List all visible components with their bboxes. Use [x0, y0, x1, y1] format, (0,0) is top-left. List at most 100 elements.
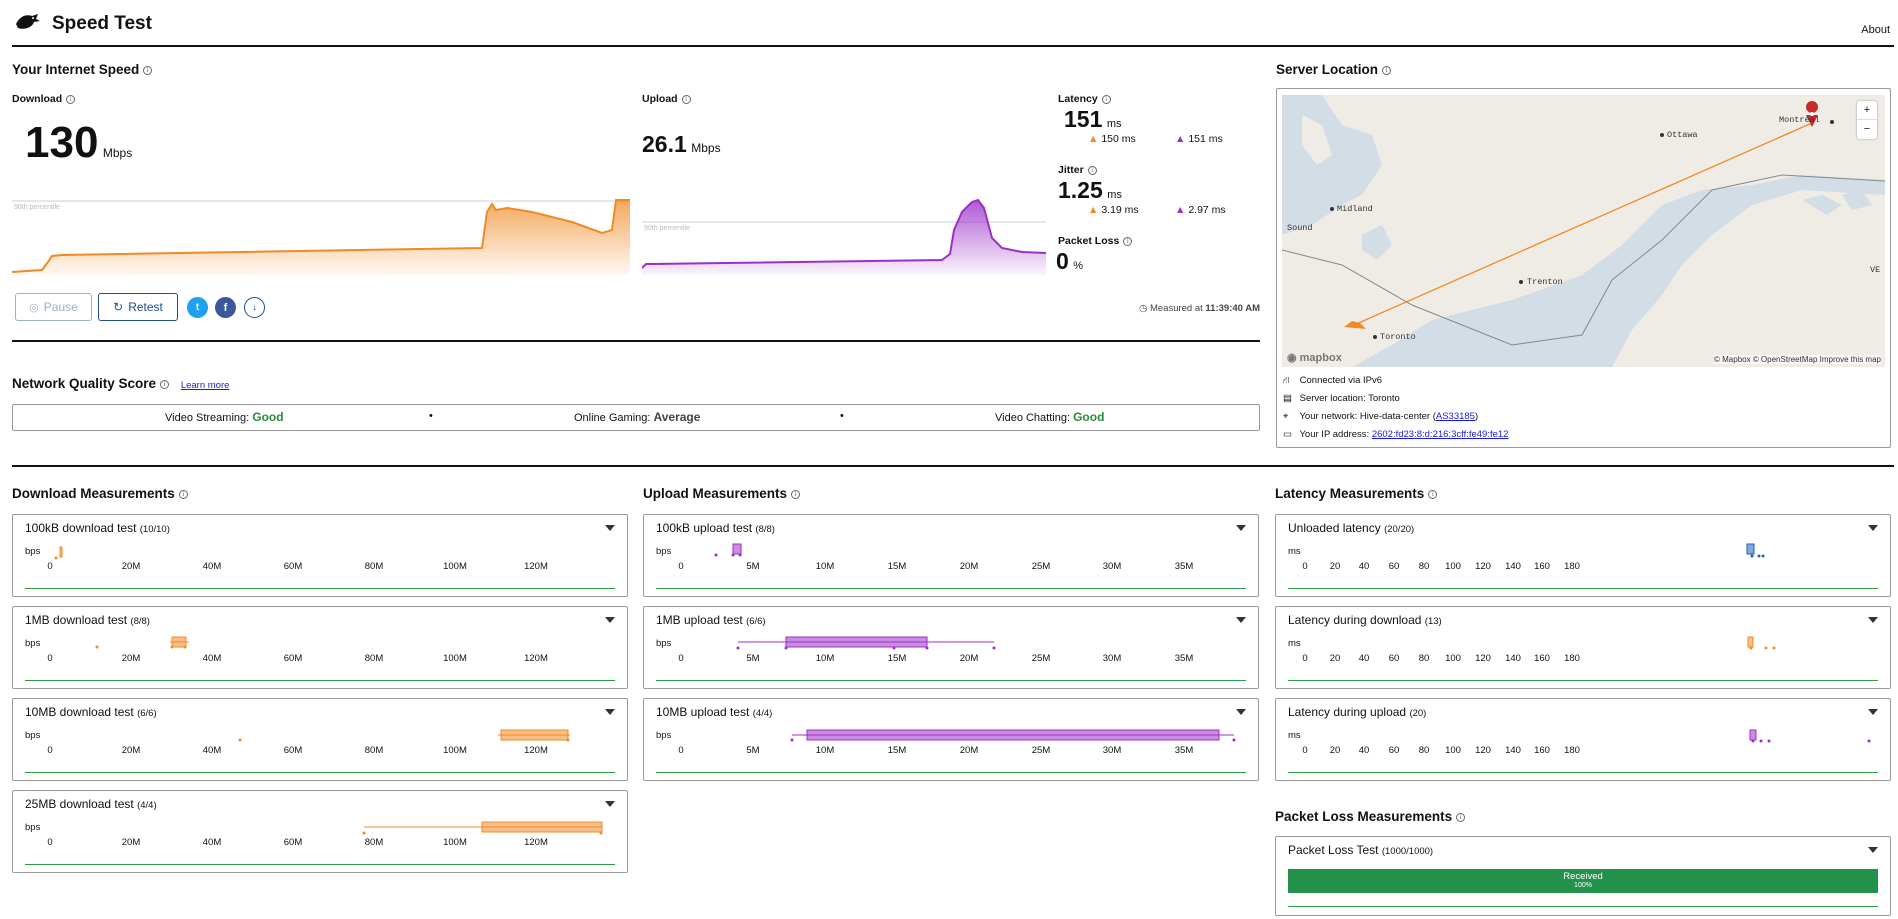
axis-tick: 60	[1388, 745, 1400, 756]
learn-more-link[interactable]: Learn more	[180, 380, 230, 391]
box-plot	[790, 729, 1236, 742]
baseline	[1288, 680, 1878, 681]
baseline	[656, 680, 1246, 681]
packet-loss-value: 0 %	[1056, 248, 1084, 274]
chevron-down-icon[interactable]	[1868, 709, 1878, 715]
axis-tick: 100	[1445, 745, 1461, 756]
packet-loss-measurements-title: Packet Loss Measurements i	[1275, 809, 1466, 824]
axis-tick: 25M	[1031, 561, 1051, 572]
about-link[interactable]: About	[1861, 24, 1890, 36]
zoom-out-button[interactable]: −	[1863, 123, 1871, 135]
axis-tick: 80M	[364, 837, 384, 848]
test-title: 1MB download test (8/8)	[25, 613, 150, 627]
info-icon[interactable]: i	[1087, 165, 1097, 175]
info-icon[interactable]: i	[66, 94, 76, 104]
info-icon[interactable]: i	[143, 65, 153, 75]
measurement-card: Unloaded latency (20/20) ms 0 20 40 60 80 100 1…	[1275, 514, 1891, 597]
twitter-share-icon[interactable]: t	[187, 297, 208, 318]
internet-speed-title: Your Internet Speed i	[12, 62, 153, 77]
axis-tick: 40	[1358, 561, 1370, 572]
chevron-down-icon[interactable]	[1236, 525, 1246, 531]
chevron-down-icon[interactable]	[1236, 709, 1246, 715]
upload-measurements-title: Upload Measurements i	[643, 486, 801, 501]
info-icon[interactable]: i	[1456, 812, 1466, 822]
box-plot	[1747, 636, 1776, 650]
axis-tick: 140	[1505, 561, 1521, 572]
info-icon[interactable]: i	[160, 379, 170, 389]
axis-tick: 120M	[524, 837, 548, 848]
ip-link[interactable]: 2602:fd23:8:d:216:3cff:fe49:fe12	[1371, 429, 1509, 440]
chevron-down-icon[interactable]	[605, 801, 615, 807]
axis-tick: 60M	[283, 837, 303, 848]
chevron-down-icon[interactable]	[1868, 525, 1878, 531]
axis-tick: 0	[1302, 561, 1308, 572]
facebook-share-icon[interactable]: f	[215, 297, 236, 318]
pause-button[interactable]: ◎ Pause	[15, 293, 92, 321]
mapbox-logo: ◉ mapbox	[1287, 352, 1342, 364]
axis-tick: 0	[47, 745, 53, 756]
retest-button[interactable]: ↻ Retest	[98, 293, 178, 321]
jitter-download: ▲ 3.19 ms	[1088, 204, 1139, 216]
info-icon[interactable]: i	[1101, 94, 1111, 104]
info-icon[interactable]: i	[681, 94, 691, 104]
download-results-icon[interactable]: ↓	[244, 297, 265, 318]
measurement-card: 25MB download test (4/4) bps 0 20M 40M 60M 80…	[12, 790, 628, 873]
axis-tick: 15M	[887, 653, 907, 664]
app-title: Speed Test	[52, 13, 152, 34]
axis-tick: 35M	[1174, 653, 1194, 664]
axis-tick: 10M	[815, 653, 835, 664]
svg-text:90th percentile: 90th percentile	[14, 204, 60, 211]
measurement-card: 10MB download test (6/6) bps 0 20M 40M 60M 80…	[12, 698, 628, 781]
axis-unit: bps	[25, 546, 41, 557]
axis-tick: 80	[1418, 653, 1430, 664]
map-city-label: Montréal	[1779, 115, 1820, 125]
axis-tick: 120M	[524, 561, 548, 572]
info-icon[interactable]: i	[791, 489, 801, 499]
zoom-in-button[interactable]: +	[1857, 101, 1877, 120]
axis-tick: 160	[1534, 653, 1550, 664]
test-title: Packet Loss Test (1000/1000)	[1288, 843, 1434, 857]
map[interactable]: Montréal Ottawa Midland Trenton Toronto …	[1282, 95, 1885, 367]
axis-tick: 20	[1329, 653, 1341, 664]
axis-unit: bps	[25, 730, 41, 741]
jitter-label: Jitter i	[1058, 164, 1097, 176]
box-plot	[714, 543, 742, 557]
axis-tick: 120	[1475, 561, 1491, 572]
chevron-down-icon[interactable]	[605, 617, 615, 623]
upload-label: Upload i	[642, 93, 691, 105]
axis-tick: 60M	[283, 745, 303, 756]
chevron-down-icon[interactable]	[1868, 617, 1878, 623]
axis-tick: 30M	[1102, 745, 1122, 756]
chevron-down-icon[interactable]	[1868, 847, 1878, 853]
test-title: Unloaded latency (20/20)	[1288, 521, 1415, 535]
axis-tick: 0	[678, 745, 684, 756]
axis-tick: 60M	[283, 561, 303, 572]
info-icon[interactable]: i	[1123, 236, 1133, 246]
axis-tick: 100M	[443, 745, 467, 756]
map-attribution[interactable]: © Mapbox © OpenStreetMap Improve this ma…	[1714, 355, 1881, 364]
axis-tick: 35M	[1174, 745, 1194, 756]
download-label: Download i	[12, 93, 76, 105]
info-icon[interactable]: i	[178, 489, 188, 499]
test-title: 25MB download test (4/4)	[25, 797, 157, 811]
box-plot	[1749, 729, 1871, 743]
baseline	[1288, 588, 1878, 589]
axis-tick: 100	[1445, 561, 1461, 572]
baseline	[25, 588, 615, 589]
axis-tick: 60M	[283, 653, 303, 664]
test-title: Latency during download (13)	[1288, 613, 1442, 627]
packet-loss-label: Packet Loss i	[1058, 235, 1133, 247]
chevron-down-icon[interactable]	[605, 525, 615, 531]
map-city-label: VE	[1870, 265, 1881, 275]
axis-tick: 30M	[1102, 561, 1122, 572]
as-link[interactable]: AS33185	[1435, 411, 1475, 422]
info-icon[interactable]: i	[1382, 65, 1392, 75]
axis-tick: 80M	[364, 653, 384, 664]
info-icon[interactable]: i	[1428, 489, 1438, 499]
axis-tick: 60	[1388, 653, 1400, 664]
svg-text:90th percentile: 90th percentile	[644, 225, 690, 232]
chevron-down-icon[interactable]	[605, 709, 615, 715]
axis-unit: bps	[656, 638, 672, 649]
chevron-down-icon[interactable]	[1236, 617, 1246, 623]
axis-tick: 0	[1302, 653, 1308, 664]
